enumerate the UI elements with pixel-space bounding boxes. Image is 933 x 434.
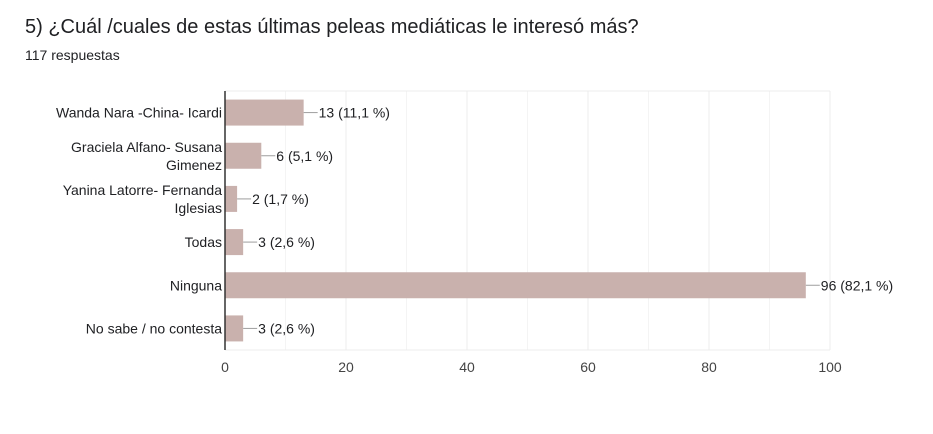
category-label-line: Gimenez [166, 157, 222, 173]
bar [225, 272, 806, 299]
category-label-line: Graciela Alfano- Susana [71, 139, 222, 155]
data-label: 3 (2,6 %) [258, 320, 315, 336]
x-tick-label: 0 [221, 359, 229, 375]
question-title: 5) ¿Cuál /cuales de estas últimas peleas… [25, 16, 639, 38]
response-count: 117 respuestas [25, 47, 120, 63]
bar [225, 142, 262, 169]
data-label: 96 (82,1 %) [821, 277, 893, 293]
category-label-line: Todas [185, 234, 222, 250]
category-label-line: No sabe / no contesta [86, 320, 222, 336]
data-label: 13 (11,1 %) [319, 105, 390, 121]
x-tick-label: 100 [818, 359, 842, 375]
data-label: 6 (5,1 %) [276, 148, 333, 164]
data-label: 2 (1,7 %) [252, 191, 309, 207]
category-label-line: Wanda Nara -China- Icardi [56, 105, 222, 121]
bar [225, 99, 304, 126]
data-label: 3 (2,6 %) [258, 234, 315, 250]
bar [225, 185, 238, 212]
x-tick-label: 80 [701, 359, 717, 375]
x-tick-label: 60 [580, 359, 596, 375]
category-label: Yanina Latorre- Fernanda Iglesias [63, 182, 222, 216]
x-tick-label: 40 [459, 359, 475, 375]
x-tick-label: 20 [338, 359, 354, 375]
category-label: Wanda Nara -China- Icardi [56, 105, 222, 121]
category-label-line: Yanina Latorre- Fernanda [63, 182, 222, 198]
category-label-line: Iglesias [175, 200, 222, 216]
bar [225, 315, 244, 342]
category-label: No sabe / no contesta [86, 320, 222, 336]
category-label: Todas [185, 234, 222, 250]
bar [225, 229, 244, 256]
category-label: Graciela Alfano- Susana Gimenez [71, 139, 222, 173]
category-label: Ninguna [170, 277, 222, 293]
category-label-line: Ninguna [170, 277, 222, 293]
